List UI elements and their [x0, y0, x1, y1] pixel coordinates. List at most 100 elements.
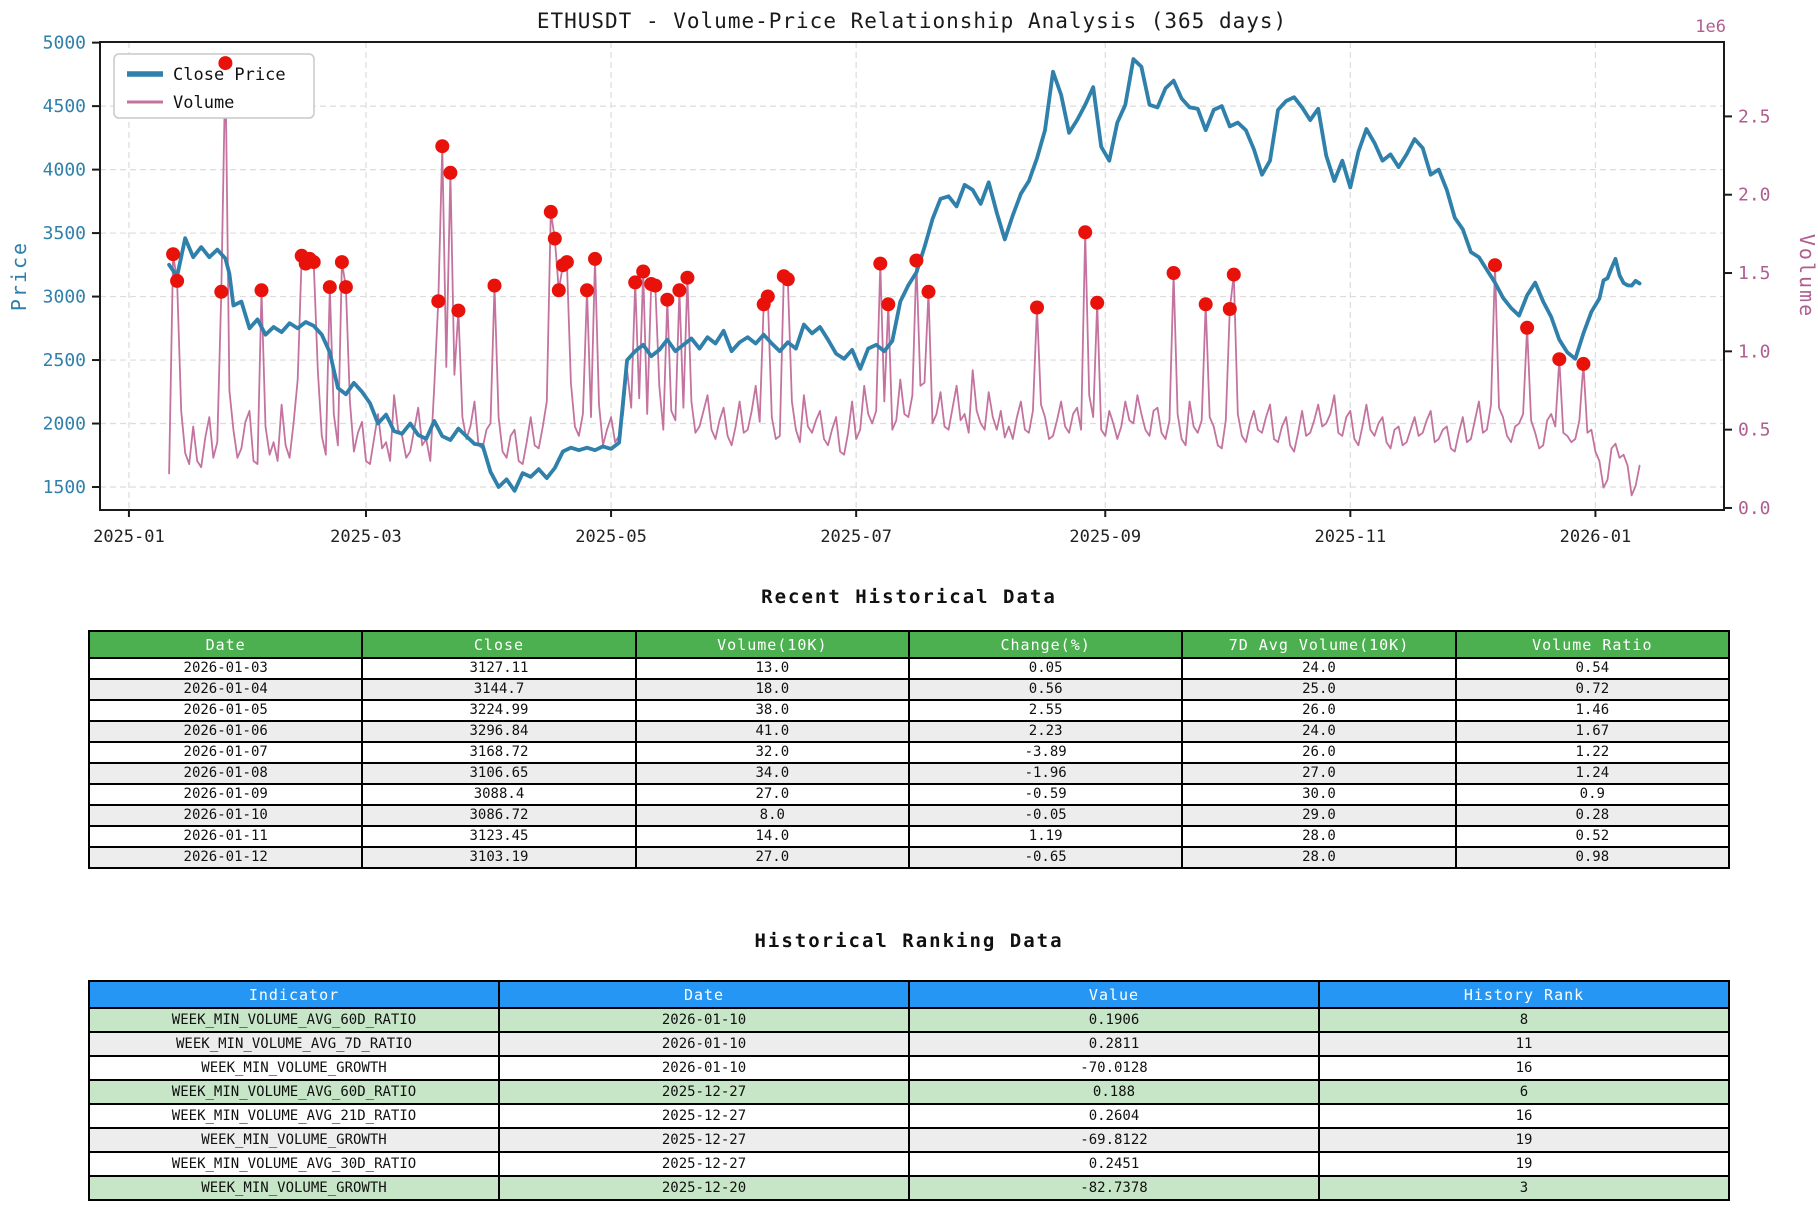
anomaly-dot — [780, 272, 795, 287]
anomaly-dot — [1576, 356, 1591, 371]
anomaly-dot — [543, 204, 558, 219]
table-cell: 2.23 — [907, 720, 1184, 743]
table-cell: 25.0 — [1181, 678, 1457, 701]
table-cell: 2026-01-05 — [87, 699, 364, 722]
anomaly-dot — [648, 278, 663, 293]
anomaly-dot — [881, 297, 896, 312]
close-price-line — [167, 57, 1642, 493]
anomaly-dot — [435, 139, 450, 154]
axis-labels: 2025-01 2025-03 2025-05 2025-07 2025-09 2025-… — [43, 17, 1771, 547]
table-cell: 3296.84 — [361, 720, 637, 743]
anomaly-dot — [636, 264, 651, 279]
anomaly-dot — [487, 278, 502, 293]
anomaly-dot — [1520, 320, 1535, 335]
table-cell: 32.0 — [634, 741, 910, 764]
table-cell: 0.1906 — [908, 1007, 1320, 1033]
price-tick-label: 2000 — [43, 414, 86, 435]
table-cell: 3106.65 — [361, 762, 637, 785]
table-cell: 14.0 — [634, 825, 910, 848]
table-row: WEEK_MIN_VOLUME_GROWTH 2025-12-20 -82.7378… — [88, 1175, 1730, 1201]
grid — [100, 42, 1724, 510]
table-row: 2026-01-07 3168.72 32.0 -3.89 26.0 1.22 — [87, 741, 1731, 764]
anomaly-dot — [909, 253, 924, 268]
table-cell: 1.46 — [1454, 699, 1731, 722]
anomaly-dot — [1090, 295, 1105, 310]
table-cell: 30.0 — [1181, 783, 1457, 806]
table-cell: 3 — [1318, 1175, 1730, 1201]
table-row: 2026-01-03 3127.11 13.0 0.05 24.0 0.54 — [87, 657, 1731, 680]
column-header: Close — [361, 630, 637, 659]
table-cell: 0.54 — [1454, 657, 1731, 680]
anomaly-dot — [254, 283, 269, 298]
table-row: 2026-01-06 3296.84 41.0 2.23 24.0 1.67 — [87, 720, 1731, 743]
table-cell: 3144.7 — [361, 678, 637, 701]
table-cell: 2026-01-11 — [87, 825, 364, 848]
x-tick-label: 2025-05 — [575, 527, 647, 547]
table-row: WEEK_MIN_VOLUME_GROWTH 2026-01-10 -70.0128… — [88, 1055, 1730, 1081]
price-tick-label: 4000 — [43, 160, 86, 181]
table-cell: 24.0 — [1181, 720, 1457, 743]
anomaly-dot — [218, 56, 233, 71]
table-row: WEEK_MIN_VOLUME_AVG_7D_RATIO 2026-01-10 0.… — [88, 1031, 1730, 1057]
table-cell: WEEK_MIN_VOLUME_GROWTH — [88, 1127, 500, 1153]
table-cell: 1.67 — [1454, 720, 1731, 743]
table-cell: 16 — [1318, 1103, 1730, 1129]
table-cell: WEEK_MIN_VOLUME_AVG_21D_RATIO — [88, 1103, 500, 1129]
anomaly-dot — [672, 283, 687, 298]
table-cell: 27.0 — [1181, 762, 1457, 785]
table-cell: 2025-12-20 — [498, 1175, 910, 1201]
volume-tick-label: 1.5 — [1738, 263, 1771, 284]
table-row: 2026-01-11 3123.45 14.0 1.19 28.0 0.52 — [87, 825, 1731, 848]
table-cell: 0.2604 — [908, 1103, 1320, 1129]
anomaly-dot — [760, 289, 775, 304]
volume-tick-label: 2.0 — [1738, 185, 1771, 206]
table-cell: 0.56 — [907, 678, 1184, 701]
table-cell: 2026-01-08 — [87, 762, 364, 785]
table-cell: 27.0 — [634, 846, 910, 869]
table-cell: 19 — [1318, 1127, 1730, 1153]
x-tick-label: 2025-03 — [330, 527, 402, 547]
table-cell: 0.188 — [908, 1079, 1320, 1105]
table-cell: 2026-01-10 — [498, 1007, 910, 1033]
table-row: WEEK_MIN_VOLUME_AVG_30D_RATIO 2025-12-27 0… — [88, 1151, 1730, 1177]
volume-offset-label: 1e6 — [1695, 17, 1726, 37]
anomaly-dot — [334, 255, 349, 270]
table-row: 2026-01-05 3224.99 38.0 2.55 26.0 1.46 — [87, 699, 1731, 722]
anomaly-dot — [1078, 225, 1093, 240]
table-cell: -0.05 — [907, 804, 1184, 827]
table-cell: 0.2451 — [908, 1151, 1320, 1177]
table-cell: 0.28 — [1454, 804, 1731, 827]
table-cell: 2026-01-10 — [87, 804, 364, 827]
table-cell: 3224.99 — [361, 699, 637, 722]
anomaly-dot — [580, 283, 594, 298]
volume-tick-label: 0.5 — [1738, 420, 1771, 441]
table-cell: 0.2811 — [908, 1031, 1320, 1057]
ranking-data-title: Historical Ranking Data — [754, 930, 1064, 952]
column-header: 7D Avg Volume(10K) — [1181, 630, 1457, 659]
table-cell: 34.0 — [634, 762, 910, 785]
anomaly-dot — [1552, 352, 1567, 367]
column-header: Change(%) — [907, 630, 1184, 659]
table-cell: 16 — [1318, 1055, 1730, 1081]
x-tick-label: 2025-01 — [93, 527, 165, 547]
table-cell: 2025-12-27 — [498, 1079, 910, 1105]
legend-label: Volume — [173, 93, 234, 113]
table-cell: -0.65 — [907, 846, 1184, 869]
price-tick-label: 5000 — [43, 33, 86, 54]
table-cell: 18.0 — [634, 678, 910, 701]
column-header: Volume(10K) — [634, 630, 910, 659]
x-tick-label: 2025-09 — [1069, 527, 1141, 547]
anomaly-dot — [680, 270, 695, 285]
table-cell: 0.9 — [1454, 783, 1731, 806]
table-row: WEEK_MIN_VOLUME_AVG_60D_RATIO 2026-01-10 0… — [88, 1007, 1730, 1033]
table-cell: 0.72 — [1454, 678, 1731, 701]
table-row: 2026-01-12 3103.19 27.0 -0.65 28.0 0.98 — [87, 846, 1731, 869]
column-header: Indicator — [88, 980, 500, 1009]
table-cell: -1.96 — [907, 762, 1184, 785]
table-cell: 1.19 — [907, 825, 1184, 848]
table-cell: 2026-01-03 — [87, 657, 364, 680]
ranking-data-table: Indicator Date Value History Rank WEEK_MIN_V… — [88, 980, 1730, 1201]
price-tick-label: 2500 — [43, 350, 86, 371]
volume-axis-title: Volume — [1795, 234, 1818, 318]
table-cell: 28.0 — [1181, 825, 1457, 848]
